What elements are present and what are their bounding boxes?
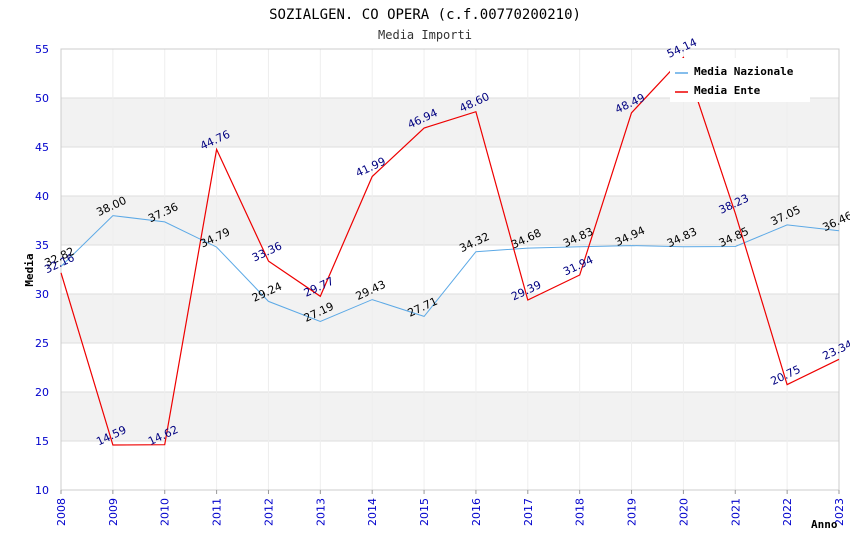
x-tick-label: 2016 [470,498,483,526]
x-tick-label: 2020 [677,498,690,526]
y-tick-label: 35 [35,239,49,252]
y-axis-label: Media [23,253,36,286]
x-tick-label: 2023 [833,498,846,526]
y-tick-label: 45 [35,141,49,154]
grid-band [61,147,839,196]
legend-label-ente: Media Ente [694,84,761,97]
x-tick-label: 2010 [159,498,172,526]
x-tick-label: 2018 [574,498,587,526]
y-tick-label: 20 [35,386,49,399]
legend: Media Nazionale Media Ente [670,58,810,102]
series-line-media-nazionale [60,215,840,323]
grid-band [61,196,839,245]
x-tick-label: 2014 [366,498,379,526]
grid-band [61,294,839,343]
x-tick-label: 2011 [211,498,224,526]
x-tick-label: 2017 [522,498,535,526]
series-line-media-ente [60,56,840,446]
y-axis-ticks: 10 15 20 25 30 35 40 45 50 55 [35,43,49,497]
x-tick-label: 2013 [314,498,327,526]
y-tick-label: 25 [35,337,49,350]
x-tick-label: 2021 [729,498,742,526]
grid-band [61,392,839,441]
x-axis-ticks: 2008 2009 2010 2011 2012 2013 2014 2015 2016 2017… [55,490,846,526]
y-tick-label: 40 [35,190,49,203]
series-lines [60,56,840,446]
grid-bands [61,49,839,490]
y-tick-label: 30 [35,288,49,301]
grid-band [61,441,839,490]
x-axis-label: Anno [811,518,838,531]
chart-title: SOZIALGEN. CO OPERA (c.f.00770200210) [269,7,581,23]
grid-band [61,98,839,147]
y-tick-label: 50 [35,92,49,105]
x-tick-label: 2015 [418,498,431,526]
legend-label-nazionale: Media Nazionale [694,65,794,78]
x-tick-label: 2009 [107,498,120,526]
x-tick-label: 2008 [55,498,68,526]
y-tick-label: 15 [35,435,49,448]
chart-subtitle: Media Importi [378,28,472,42]
y-tick-label: 55 [35,43,49,56]
grid-band [61,343,839,392]
x-tick-label: 2019 [626,498,639,526]
grid-band [61,245,839,294]
x-tick-label: 2012 [262,498,275,526]
x-tick-label: 2022 [781,498,794,526]
y-tick-label: 10 [35,484,49,497]
plot-frame [60,48,840,491]
legend-background [670,58,810,102]
